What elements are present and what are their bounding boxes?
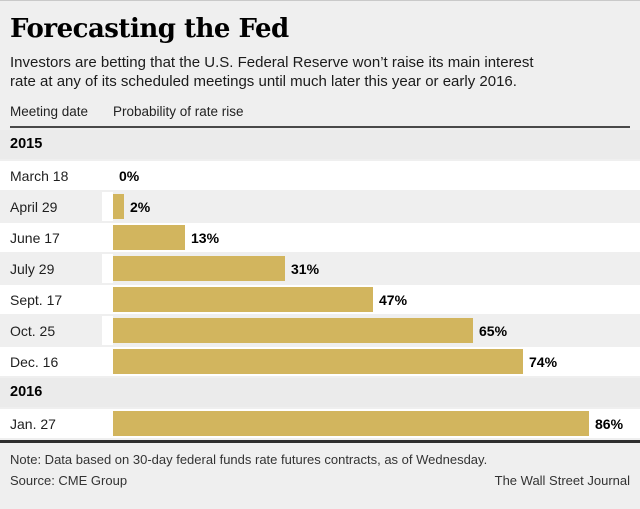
note-text: Note: Data based on 30-day federal funds… — [10, 452, 488, 467]
meeting-date-label: Jan. 27 — [10, 415, 56, 432]
bar-chart-rows: 2015 March 18 0% April 29 2% June 17 13% July 2… — [0, 130, 640, 438]
probability-value-label: 2% — [130, 198, 151, 215]
bar-track: 65% — [102, 316, 640, 345]
meeting-date-label: Sept. 17 — [10, 291, 63, 308]
bar-track: 47% — [102, 285, 640, 314]
bar-track: 31% — [102, 254, 640, 283]
footer-divider — [0, 440, 640, 443]
source-line: Source: CME Group The Wall Street Journa… — [10, 473, 630, 488]
probability-bar — [113, 256, 285, 281]
probability-bar — [113, 318, 473, 343]
section-row-2016: 2016 — [0, 378, 640, 407]
chart-footer: Note: Data based on 30-day federal funds… — [0, 443, 640, 488]
meeting-date-label: Oct. 25 — [10, 322, 56, 339]
meeting-date-label: July 29 — [10, 260, 55, 277]
probability-bar — [113, 194, 124, 219]
section-row-2015: 2015 — [0, 130, 640, 159]
meeting-date-label: June 17 — [10, 229, 60, 246]
chart-subtitle: Investors are betting that the U.S. Fede… — [10, 53, 630, 91]
table-row: July 29 31% — [0, 254, 640, 283]
credit-text: The Wall Street Journal — [494, 473, 630, 488]
probability-bar — [113, 349, 523, 374]
probability-value-label: 0% — [119, 167, 140, 184]
table-row: Oct. 25 65% — [0, 316, 640, 345]
probability-value-label: 13% — [191, 229, 220, 246]
probability-value-label: 86% — [595, 415, 624, 432]
chart-header: Forecasting the Fed Investors are bettin… — [0, 1, 640, 128]
bar-track: 74% — [102, 347, 640, 376]
chart-subtitle-line1: Investors are betting that the U.S. Fede… — [10, 54, 534, 71]
column-header-probability: Probability of rate rise — [113, 104, 244, 119]
table-row: Sept. 17 47% — [0, 285, 640, 314]
table-row: June 17 13% — [0, 223, 640, 252]
bar-track: 86% — [102, 409, 640, 438]
probability-bar — [113, 225, 185, 250]
column-headers: Meeting date Probability of rate rise — [10, 104, 630, 119]
bar-track: 13% — [102, 223, 640, 252]
bar-track: 2% — [102, 192, 640, 221]
header-divider — [10, 126, 630, 128]
meeting-date-label: April 29 — [10, 198, 58, 215]
probability-value-label: 74% — [529, 353, 558, 370]
meeting-date-label: March 18 — [10, 167, 69, 184]
column-header-meeting-date: Meeting date — [10, 104, 89, 119]
table-row: March 18 0% — [0, 161, 640, 190]
probability-value-label: 47% — [379, 291, 408, 308]
chart-title: Forecasting the Fed — [10, 14, 289, 44]
probability-value-label: 31% — [291, 260, 320, 277]
table-row: Jan. 27 86% — [0, 409, 640, 438]
bar-track: 0% — [102, 161, 640, 190]
probability-value-label: 65% — [479, 322, 508, 339]
table-row: April 29 2% — [0, 192, 640, 221]
probability-bar — [113, 287, 373, 312]
chart-subtitle-line2: rate at any of its scheduled meetings un… — [10, 73, 517, 90]
meeting-date-label: Dec. 16 — [10, 353, 59, 370]
source-text: Source: CME Group — [10, 473, 128, 488]
probability-bar — [113, 411, 589, 436]
table-row: Dec. 16 74% — [0, 347, 640, 376]
